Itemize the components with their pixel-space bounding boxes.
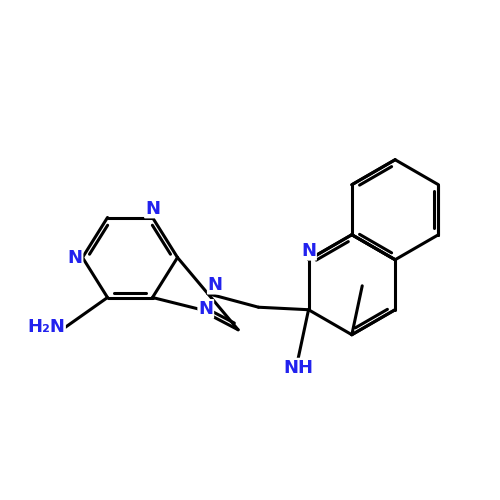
Text: N: N	[208, 276, 223, 293]
Text: N: N	[301, 242, 316, 260]
Text: N: N	[145, 200, 160, 218]
Text: H₂N: H₂N	[27, 318, 65, 336]
Text: N: N	[68, 248, 82, 266]
Text: NH: NH	[283, 358, 313, 376]
Text: N: N	[198, 300, 214, 318]
